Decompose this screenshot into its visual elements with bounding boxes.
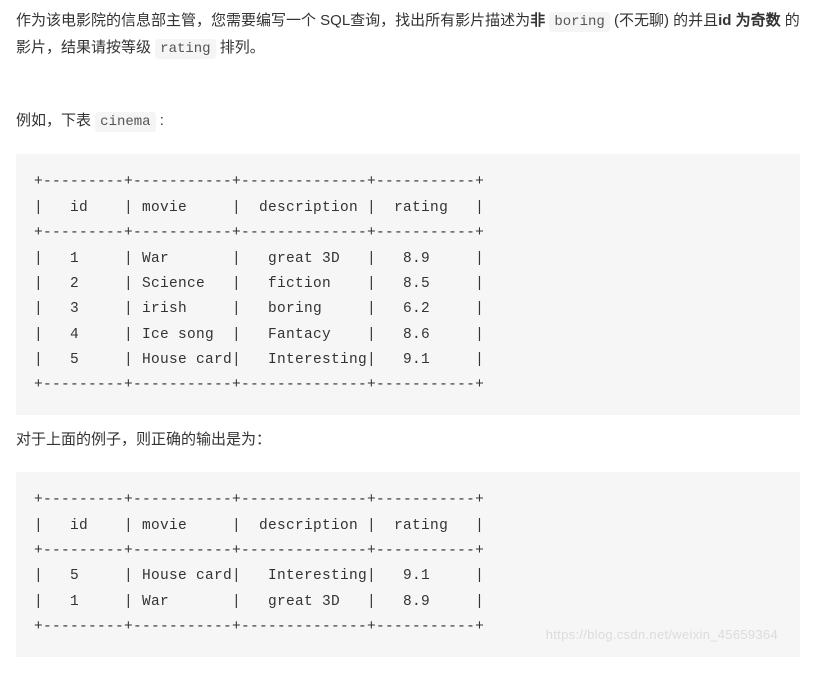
- example-label-pre: 例如，下表: [16, 112, 95, 129]
- intro-text-1b: (不无聊) 的并且: [610, 12, 718, 29]
- problem-statement: 作为该电影院的信息部主管，您需要编写一个 SQL查询，找出所有影片描述为非 bo…: [16, 8, 800, 62]
- document-root: 作为该电影院的信息部主管，您需要编写一个 SQL查询，找出所有影片描述为非 bo…: [16, 8, 800, 657]
- result-label: 对于上面的例子，则正确的输出是为：: [16, 427, 800, 453]
- output-table-block: +---------+-----------+--------------+--…: [16, 472, 800, 656]
- code-cinema: cinema: [95, 112, 155, 132]
- intro-text-3: 排列。: [216, 39, 265, 56]
- example-label-post: :: [156, 112, 164, 129]
- bold-not: 非: [530, 12, 545, 29]
- code-boring: boring: [549, 12, 609, 32]
- bold-id-odd: id 为奇数: [718, 12, 781, 29]
- input-table-block: +---------+-----------+--------------+--…: [16, 154, 800, 414]
- code-rating: rating: [155, 39, 215, 59]
- intro-text-1: 作为该电影院的信息部主管，您需要编写一个 SQL查询，找出所有影片描述为: [16, 12, 530, 29]
- example-label: 例如，下表 cinema :: [16, 108, 800, 135]
